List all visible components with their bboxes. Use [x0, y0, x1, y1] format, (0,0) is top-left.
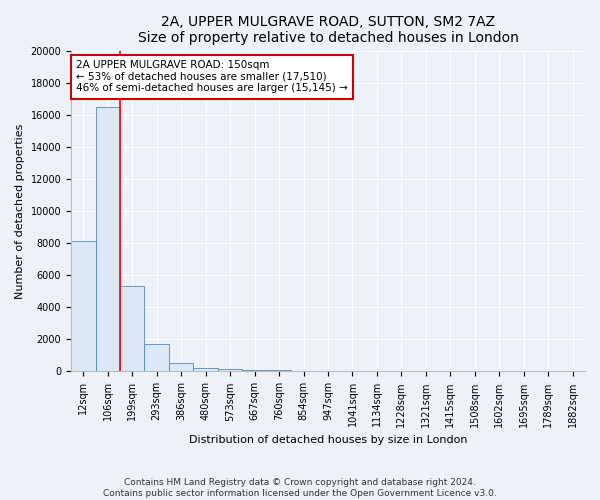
Text: Contains HM Land Registry data © Crown copyright and database right 2024.
Contai: Contains HM Land Registry data © Crown c… [103, 478, 497, 498]
X-axis label: Distribution of detached houses by size in London: Distribution of detached houses by size … [189, 435, 467, 445]
Bar [242, 370, 267, 372]
Y-axis label: Number of detached properties: Number of detached properties [15, 124, 25, 298]
Bar [218, 369, 242, 372]
Bar [120, 286, 145, 372]
Title: 2A, UPPER MULGRAVE ROAD, SUTTON, SM2 7AZ
Size of property relative to detached h: 2A, UPPER MULGRAVE ROAD, SUTTON, SM2 7AZ… [137, 15, 518, 45]
Bar [71, 242, 95, 372]
Bar [145, 344, 169, 372]
Bar [169, 362, 193, 372]
Bar [267, 370, 292, 372]
Text: 2A UPPER MULGRAVE ROAD: 150sqm
← 53% of detached houses are smaller (17,510)
46%: 2A UPPER MULGRAVE ROAD: 150sqm ← 53% of … [76, 60, 348, 94]
Bar [95, 106, 120, 372]
Bar [292, 371, 316, 372]
Bar [193, 368, 218, 372]
